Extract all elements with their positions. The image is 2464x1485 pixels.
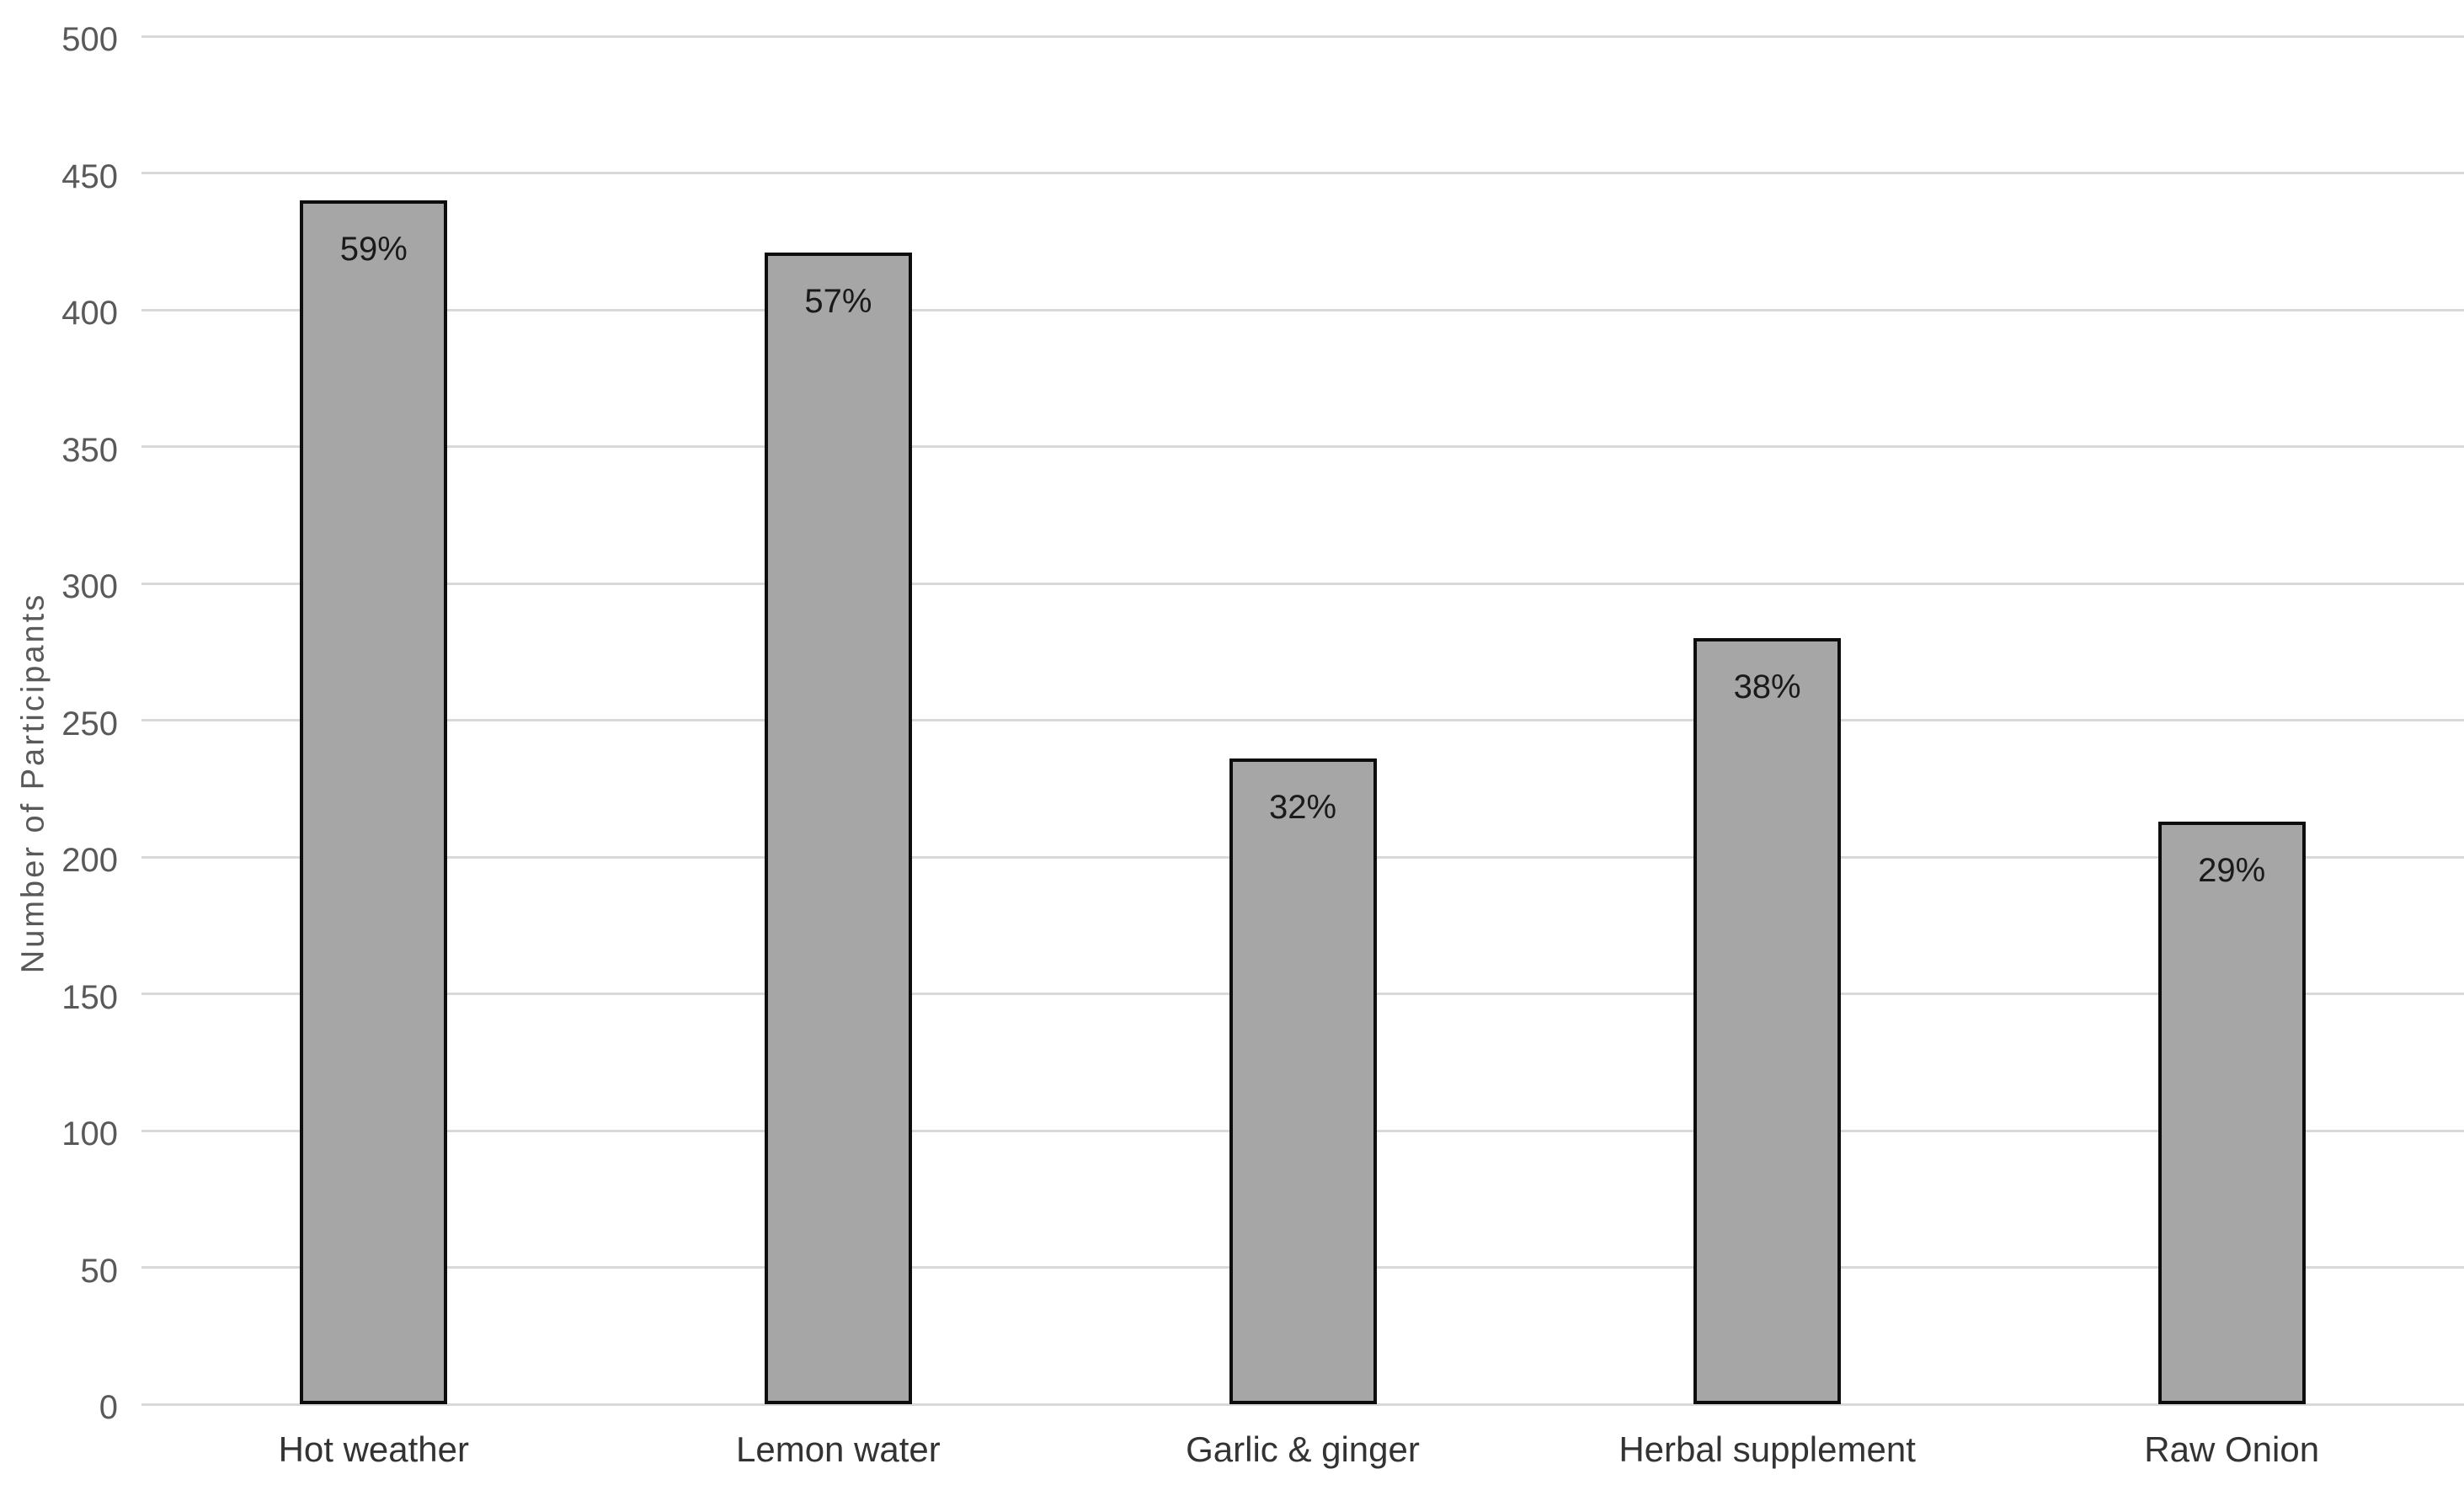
gridline (141, 35, 2464, 38)
bar-garlic-ginger: 32% (1229, 758, 1377, 1404)
y-tick-label: 500 (61, 21, 118, 58)
y-tick-label: 200 (61, 842, 118, 879)
y-tick-label: 50 (80, 1252, 119, 1290)
y-tick-label: 0 (99, 1389, 118, 1426)
bar-value-label: 38% (1733, 668, 1801, 705)
x-category-label: Raw Onion (2144, 1429, 2320, 1469)
gridline (141, 719, 2464, 721)
gridline (141, 1402, 2464, 1406)
gridline (141, 582, 2464, 585)
x-category-label: Lemon water (735, 1429, 941, 1469)
bar-value-label: 29% (2198, 851, 2266, 889)
bar-raw-onion: 29% (2157, 821, 2306, 1404)
x-category-label: Garlic & ginger (1186, 1429, 1420, 1469)
gridline (141, 308, 2464, 311)
x-category-label: Hot weather (278, 1429, 470, 1469)
gridline (141, 172, 2464, 174)
y-tick-label: 450 (61, 157, 118, 195)
y-axis-title: Number of Participants (15, 592, 51, 974)
bar-value-label: 32% (1268, 789, 1337, 826)
bar-value-label: 57% (804, 282, 872, 320)
bar-value-label: 59% (339, 231, 408, 268)
y-tick-label: 350 (61, 431, 118, 469)
gridline (141, 445, 2464, 448)
y-tick-label: 250 (61, 705, 118, 742)
x-category-label: Herbal supplement (1619, 1429, 1916, 1469)
y-tick-label: 400 (61, 295, 118, 332)
y-tick-label: 300 (61, 568, 118, 605)
y-tick-label: 150 (61, 978, 118, 1016)
bar-hot-weather: 59% (300, 200, 448, 1404)
y-tick-label: 100 (61, 1115, 118, 1152)
bar-herbal-supplement: 38% (1693, 638, 1842, 1404)
bar-lemon-water: 57% (764, 252, 912, 1404)
